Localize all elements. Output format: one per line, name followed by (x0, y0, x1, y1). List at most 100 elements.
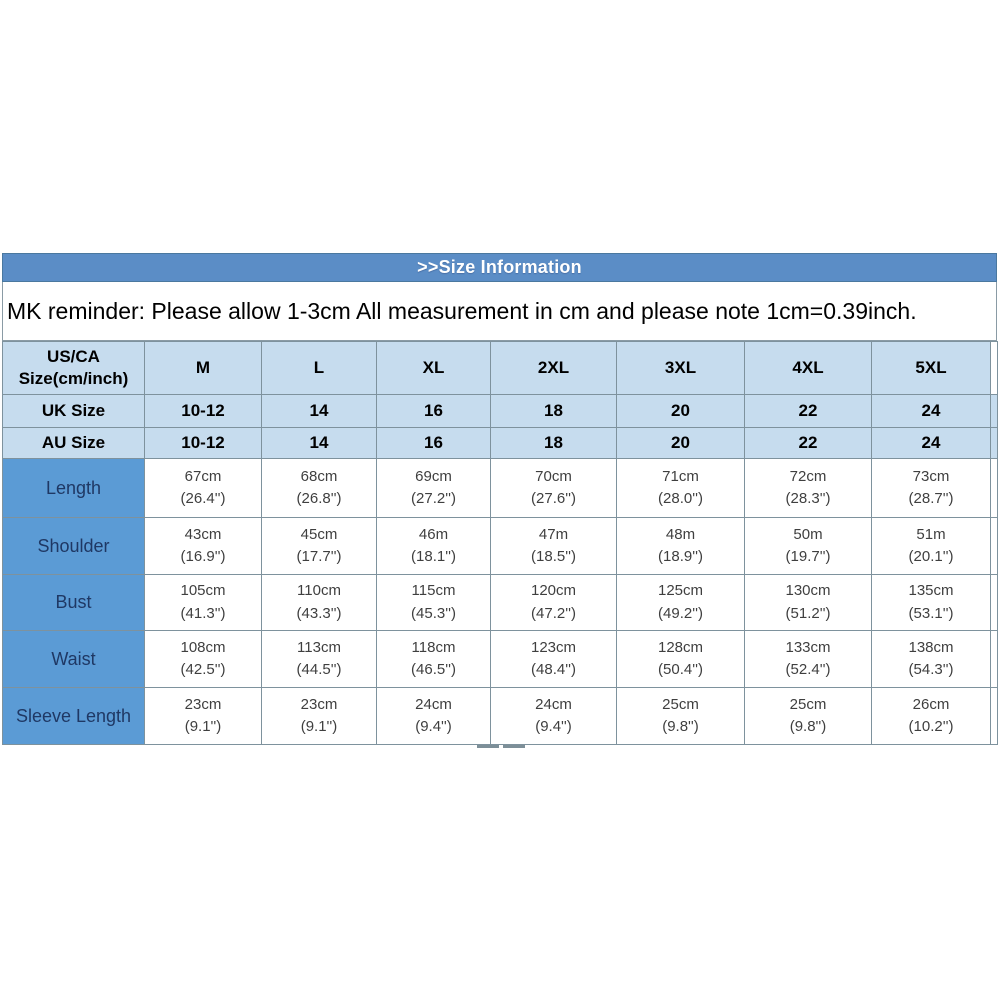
column-header-xl: XL (376, 341, 491, 395)
row-label-length: Length (2, 458, 145, 518)
header-corner-line2: Size(cm/inch) (18, 369, 129, 388)
cm-value: 73cm (912, 467, 950, 485)
cm-value: 130cm (785, 582, 831, 599)
inch-value: (50.4'') (658, 661, 703, 678)
cm-value: 70cm (535, 467, 572, 485)
inch-value: (10.2'') (908, 718, 954, 735)
cm-value: 72cm (789, 467, 827, 485)
inch-value: (28.3'') (785, 490, 831, 507)
inch-value: (52.4'') (785, 661, 831, 678)
inch-value: (54.3'') (908, 661, 954, 678)
measurement-cell: 46m (18.1'') (376, 517, 491, 575)
clipped-edge-cell (990, 341, 998, 395)
measurement-cell: 73cm (28.7'') (871, 458, 991, 518)
measurement-row-shoulder: Shoulder 43cm (16.9'') 45cm (17.7'') 46m (1… (2, 517, 998, 575)
measurement-cell: 24cm (9.4'') (376, 687, 491, 745)
cm-value: 128cm (657, 638, 704, 656)
cm-value: 138cm (908, 638, 954, 656)
inch-value: (51.2'') (785, 604, 831, 622)
cm-value: 68cm (300, 467, 338, 485)
measurement-cell: 47m (18.5'') (490, 517, 617, 575)
measurement-cell: 25cm (9.8'') (616, 687, 745, 745)
clipped-edge-cell (990, 517, 998, 575)
measurement-cell: 25cm (9.8'') (744, 687, 872, 745)
measurement-cell: 24cm (9.4'') (490, 687, 617, 745)
inch-value: (47.2'') (531, 604, 576, 622)
row-label-shoulder: Shoulder (2, 517, 145, 575)
inch-value: (16.9'') (180, 548, 226, 565)
measurement-cell: 130cm (51.2'') (744, 574, 872, 631)
au-size-row: AU Size 10-12 14 16 18 20 22 24 (2, 427, 998, 459)
inch-value: (9.8'') (789, 718, 827, 735)
au-size-value: 22 (744, 427, 872, 459)
cm-value: 113cm (297, 638, 341, 656)
measurement-row-length: Length 67cm (26.4'') 68cm (26.8'') 69cm (27… (2, 458, 998, 518)
measurement-cell: 135cm (53.1'') (871, 574, 991, 631)
measurement-cell: 123cm (48.4'') (490, 630, 617, 688)
uk-size-value: 16 (376, 394, 491, 428)
cm-value: 48m (665, 525, 696, 543)
au-size-value: 20 (616, 427, 745, 459)
size-information-panel: >>Size Information MK reminder: Please a… (2, 253, 998, 748)
inch-value: (9.4'') (415, 718, 452, 735)
table-header-row: US/CA Size(cm/inch) M L XL 2XL 3XL 4XL 5… (2, 341, 998, 395)
measurement-cell: 71cm (28.0'') (616, 458, 745, 518)
cm-value: 108cm (180, 638, 226, 656)
cm-value: 23cm (300, 695, 338, 713)
inch-value: (19.7'') (785, 548, 831, 565)
measurement-row-bust: Bust 105cm (41.3'') 110cm (43.3'') 115cm (4… (2, 574, 998, 631)
measurement-cell: 105cm (41.3'') (144, 574, 262, 631)
uk-size-row: UK Size 10-12 14 16 18 20 22 24 (2, 394, 998, 428)
cm-value: 71cm (662, 467, 699, 485)
cm-value: 115cm (411, 582, 456, 599)
inch-value: (53.1'') (908, 604, 954, 622)
cm-value: 24cm (535, 695, 572, 713)
inch-value: (43.3'') (296, 604, 342, 622)
uk-size-value: 22 (744, 394, 872, 428)
inch-value: (26.8'') (296, 490, 342, 507)
cm-value: 25cm (662, 695, 699, 713)
measurement-cell: 138cm (54.3'') (871, 630, 991, 688)
measurement-cell: 45cm (17.7'') (261, 517, 377, 575)
au-size-value: 14 (261, 427, 377, 459)
cm-value: 135cm (908, 582, 954, 599)
measurement-cell: 115cm (45.3'') (376, 574, 491, 631)
cm-value: 118cm (411, 638, 456, 656)
inch-value: (28.7'') (908, 490, 954, 507)
measurement-cell: 26cm (10.2'') (871, 687, 991, 745)
horizontal-scrollbar-thumb[interactable] (477, 745, 525, 748)
measurement-cell: 23cm (9.1'') (144, 687, 262, 745)
column-header-4xl: 4XL (744, 341, 872, 395)
inch-value: (9.1'') (300, 718, 338, 735)
column-header-l: L (261, 341, 377, 395)
inch-value: (18.1'') (411, 548, 456, 565)
size-information-title-bar: >>Size Information (2, 253, 997, 282)
uk-size-value: 20 (616, 394, 745, 428)
inch-value: (26.4'') (180, 490, 226, 507)
inch-value: (48.4'') (531, 661, 576, 678)
cm-value: 46m (418, 525, 449, 543)
cm-value: 25cm (789, 695, 827, 713)
measurement-cell: 133cm (52.4'') (744, 630, 872, 688)
inch-value: (28.0'') (658, 490, 703, 507)
cm-value: 23cm (184, 695, 222, 713)
size-information-title: >>Size Information (417, 257, 582, 277)
measurement-cell: 110cm (43.3'') (261, 574, 377, 631)
measurement-cell: 67cm (26.4'') (144, 458, 262, 518)
clipped-edge-cell (990, 687, 998, 745)
measurement-row-sleeve-length: Sleeve Length 23cm (9.1'') 23cm (9.1'') 24… (2, 687, 998, 745)
size-chart-table: US/CA Size(cm/inch) M L XL 2XL 3XL 4XL 5… (2, 341, 998, 745)
clipped-edge-cell (990, 574, 998, 631)
uk-size-value: 10-12 (144, 394, 262, 428)
row-label-uk-size: UK Size (2, 394, 145, 428)
measurement-row-waist: Waist 108cm (42.5'') 113cm (44.5'') 118cm (… (2, 630, 998, 688)
cm-value: 43cm (184, 525, 222, 543)
cm-value: 133cm (785, 638, 831, 656)
inch-value: (27.2'') (411, 490, 456, 507)
inch-value: (45.3'') (411, 604, 456, 622)
cm-value: 45cm (300, 525, 338, 543)
inch-value: (20.1'') (908, 548, 954, 565)
reminder-row: MK reminder: Please allow 1-3cm All meas… (2, 282, 997, 341)
header-corner-cell: US/CA Size(cm/inch) (2, 341, 145, 395)
au-size-value: 24 (871, 427, 991, 459)
